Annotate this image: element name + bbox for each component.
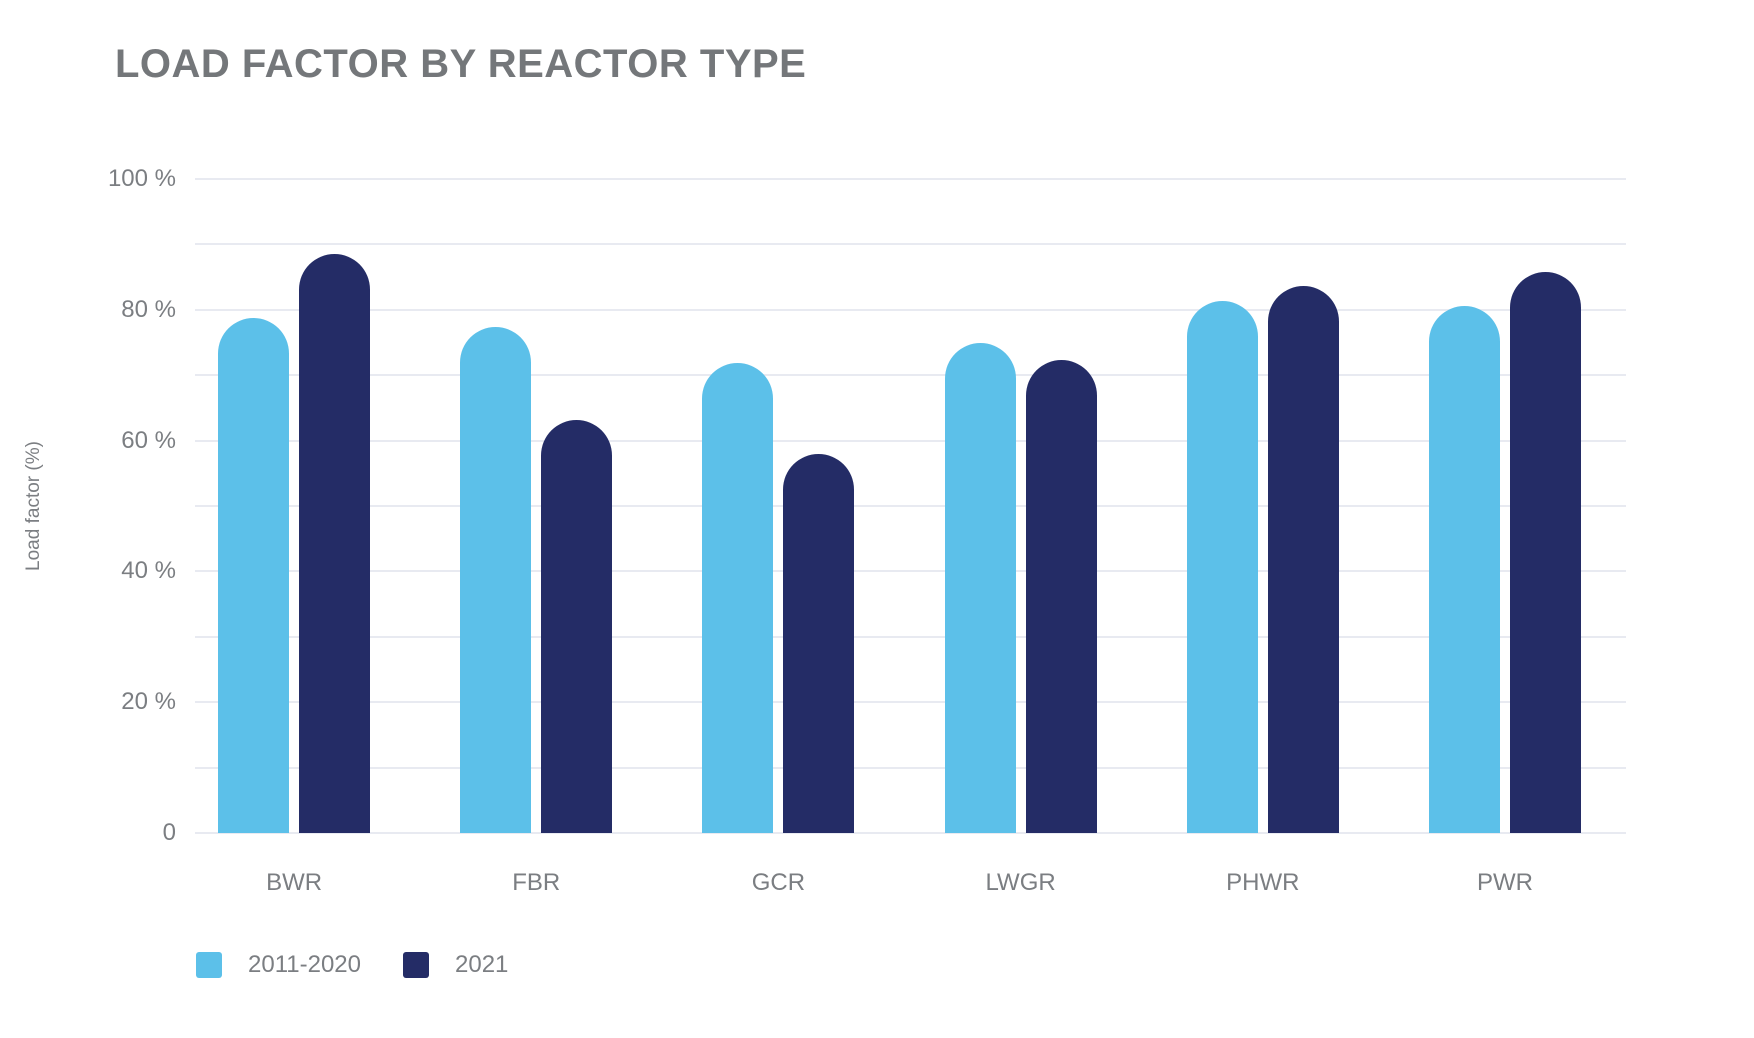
bar-pair	[173, 179, 415, 833]
bar-2011-2020-phwr[interactable]	[1186, 301, 1258, 833]
gridline	[195, 308, 1626, 311]
y-tick-label: 100 %	[107, 165, 176, 192]
bar-pair	[1384, 179, 1626, 833]
bar-pair	[657, 179, 899, 833]
gridline	[195, 701, 1626, 704]
plot-groups: BWR FBR GCR LWGR PHWR PWR	[173, 179, 1626, 896]
legend-swatch-2021	[403, 952, 429, 978]
bar-2021-fbr[interactable]	[541, 419, 613, 833]
gridline	[195, 635, 1626, 638]
category-group-fbr: FBR	[415, 179, 657, 896]
bar-2021-pwr[interactable]	[1509, 271, 1581, 833]
bar-2021-phwr[interactable]	[1267, 285, 1339, 833]
gridline	[195, 178, 1626, 180]
gridline	[195, 439, 1626, 442]
bar-pair	[415, 179, 657, 833]
bar-2011-2020-pwr[interactable]	[1428, 305, 1500, 833]
bar-2021-gcr[interactable]	[783, 453, 855, 833]
bar-2011-2020-fbr[interactable]	[460, 326, 532, 833]
legend-item-2011-2020[interactable]: 2011-2020	[196, 952, 361, 978]
category-group-lwgr: LWGR	[900, 179, 1142, 896]
gridline	[195, 243, 1626, 246]
bar-2011-2020-lwgr[interactable]	[944, 343, 1016, 833]
x-category-label: PWR	[1476, 869, 1533, 896]
gridline	[195, 505, 1626, 507]
category-group-gcr: GCR	[657, 179, 899, 896]
plot-area: BWR FBR GCR LWGR PHWR PWR 100 % 80 % 60 % 40 % 20…	[108, 165, 1626, 896]
legend-label: 2011-2020	[248, 951, 361, 978]
y-tick-label: 80 %	[121, 295, 176, 323]
x-category-label: GCR	[751, 869, 806, 896]
bar-2011-2020-bwr[interactable]	[218, 318, 290, 833]
bar-2021-bwr[interactable]	[299, 253, 371, 833]
y-tick-label: 40 %	[121, 557, 176, 585]
legend: 2011-2020 2021	[196, 952, 508, 978]
gridline	[195, 374, 1626, 377]
legend-label: 2021	[455, 951, 509, 978]
y-axis-title: Load factor (%)	[23, 441, 44, 571]
x-category-label: LWGR	[985, 869, 1056, 896]
x-category-label: BWR	[266, 869, 323, 896]
y-tick-label: 60 %	[121, 426, 176, 454]
x-category-label: PHWR	[1226, 869, 1300, 896]
x-category-label: FBR	[512, 869, 561, 896]
gridline	[195, 570, 1626, 573]
y-tick-label: 20 %	[121, 688, 176, 716]
gridline	[195, 832, 1626, 834]
y-tick-label: 0	[162, 819, 176, 846]
legend-swatch-2011-2020	[196, 952, 222, 978]
bar-2021-lwgr[interactable]	[1025, 359, 1097, 833]
category-group-bwr: BWR	[173, 179, 415, 896]
gridline	[195, 766, 1626, 769]
category-group-pwr: PWR	[1384, 179, 1626, 896]
category-group-phwr: PHWR	[1142, 179, 1384, 896]
legend-item-2021[interactable]: 2021	[403, 952, 508, 978]
chart-title: LOAD FACTOR BY REACTOR TYPE	[115, 42, 807, 86]
bar-pair	[900, 179, 1142, 833]
bar-2011-2020-gcr[interactable]	[702, 362, 774, 833]
bar-pair	[1142, 179, 1384, 833]
